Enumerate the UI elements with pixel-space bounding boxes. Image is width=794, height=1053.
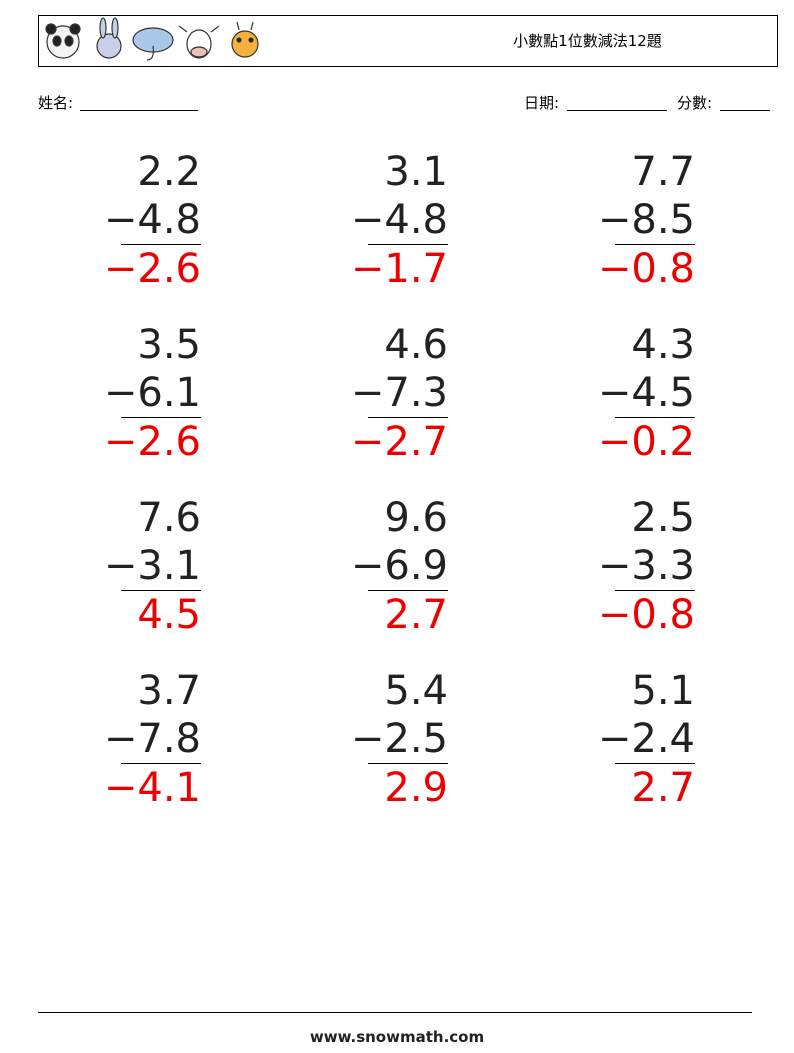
answer-rule: [121, 763, 201, 764]
subtrahend: −3.3: [597, 543, 695, 589]
minuend: 7.7: [631, 149, 695, 195]
title: 小數點1位數減法12題: [513, 32, 662, 50]
subtrahend: −8.5: [597, 197, 695, 243]
subtrahend: −7.3: [350, 370, 448, 416]
answer-rule: [121, 590, 201, 591]
subtrahend: −4.8: [103, 197, 201, 243]
answer: 2.7: [631, 765, 695, 811]
answer-rule: [368, 763, 448, 764]
answer-rule: [615, 763, 695, 764]
minuend: 3.5: [137, 322, 201, 368]
minuend: 5.1: [631, 668, 695, 714]
answer: −0.2: [597, 419, 695, 465]
name-line: [80, 110, 198, 111]
answer-rule: [121, 417, 201, 418]
footer-rule: [38, 1012, 752, 1013]
minuend: 9.6: [384, 495, 448, 541]
subtrahend: −4.8: [350, 197, 448, 243]
answer-rule: [368, 590, 448, 591]
answer: 2.7: [384, 592, 448, 638]
minuend: 5.4: [384, 668, 448, 714]
name-label: 姓名:: [38, 94, 74, 112]
answer: −2.6: [103, 419, 201, 465]
minuend: 2.2: [137, 149, 201, 195]
answer: −2.6: [103, 246, 201, 292]
date-label: 日期:: [524, 94, 560, 112]
answer-rule: [368, 244, 448, 245]
subtrahend: −2.4: [597, 716, 695, 762]
minuend: 4.6: [384, 322, 448, 368]
subtrahend: −6.1: [103, 370, 201, 416]
score-line: [720, 110, 770, 111]
subtrahend: −2.5: [350, 716, 448, 762]
subtrahend: −7.8: [103, 716, 201, 762]
answer-rule: [121, 244, 201, 245]
answer-rule: [615, 590, 695, 591]
answer-rule: [368, 417, 448, 418]
footer: www.snowmath.com: [309, 1028, 485, 1046]
subtrahend: −4.5: [597, 370, 695, 416]
answer: −0.8: [597, 592, 695, 638]
minuend: 4.3: [631, 322, 695, 368]
minuend: 2.5: [631, 495, 695, 541]
answer-rule: [615, 417, 695, 418]
subtrahend: −3.1: [103, 543, 201, 589]
subtrahend: −6.9: [350, 543, 448, 589]
answer: −1.7: [350, 246, 448, 292]
minuend: 3.1: [384, 149, 448, 195]
answer: 4.5: [137, 592, 201, 638]
minuend: 3.7: [137, 668, 201, 714]
score-label: 分數:: [677, 94, 713, 112]
answer: −0.8: [597, 246, 695, 292]
header-box: [38, 15, 778, 67]
date-line: [567, 110, 667, 111]
answer: −4.1: [103, 765, 201, 811]
minuend: 7.6: [137, 495, 201, 541]
answer: 2.9: [384, 765, 448, 811]
answer-rule: [615, 244, 695, 245]
animal-icons: [45, 17, 259, 61]
answer: −2.7: [350, 419, 448, 465]
